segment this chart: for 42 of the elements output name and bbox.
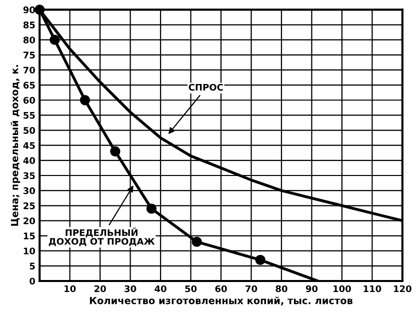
x-tick-label: 20 — [94, 285, 106, 292]
y-tick-label: 15 — [24, 232, 35, 240]
y-tick-label: 0 — [30, 278, 36, 285]
x-tick-label: 120 — [394, 285, 412, 292]
annotation: СПРОС — [188, 84, 223, 91]
y-tick-label: 20 — [24, 217, 36, 224]
y-axis-title: Цена; предельный доход, к. — [10, 65, 20, 226]
y-tick-label: 10 — [24, 248, 36, 254]
x-axis-title: Количество изготовленных копий, тыс. листов — [90, 296, 353, 306]
y-tick-label: 85 — [23, 21, 35, 28]
point — [110, 146, 120, 156]
x-tick-label: 80 — [276, 285, 288, 292]
point — [255, 254, 266, 265]
point — [146, 204, 157, 214]
y-tick-label: 50 — [24, 127, 36, 134]
point — [50, 34, 60, 45]
y-tick-label: 25 — [24, 202, 35, 210]
x-tick-label: 110 — [364, 285, 382, 292]
y-tick-label: 55 — [24, 112, 35, 119]
x-tick-label: 40 — [154, 285, 166, 292]
y-tick-label: 80 — [23, 36, 36, 44]
y-tick-label: 35 — [23, 172, 35, 180]
y-tick-label: 75 — [23, 52, 35, 58]
annotation: ПРЕДЕЛЬНЫЙ ДОХОД ОТ ПРОДАЖ — [48, 228, 155, 246]
y-tick-label: 65 — [23, 82, 35, 89]
point — [34, 4, 45, 15]
y-tick-label: 70 — [23, 66, 36, 74]
x-tick-label: 90 — [306, 285, 318, 292]
x-tick-label: 60 — [215, 285, 227, 292]
x-tick-label: 70 — [246, 285, 258, 292]
point — [80, 95, 90, 106]
x-tick-label: 30 — [124, 285, 136, 292]
y-tick-label: 60 — [23, 96, 36, 104]
y-tick-label: 30 — [23, 187, 36, 194]
point — [192, 236, 202, 247]
x-tick-label: 10 — [64, 285, 76, 292]
y-tick-label: 5 — [30, 262, 35, 270]
x-tick-label: 100 — [334, 285, 351, 292]
x-tick-label: 50 — [185, 285, 197, 292]
y-tick-label: 45 — [23, 142, 35, 149]
y-tick-label: 40 — [23, 157, 36, 164]
y-tick-label: 90 — [23, 6, 36, 14]
